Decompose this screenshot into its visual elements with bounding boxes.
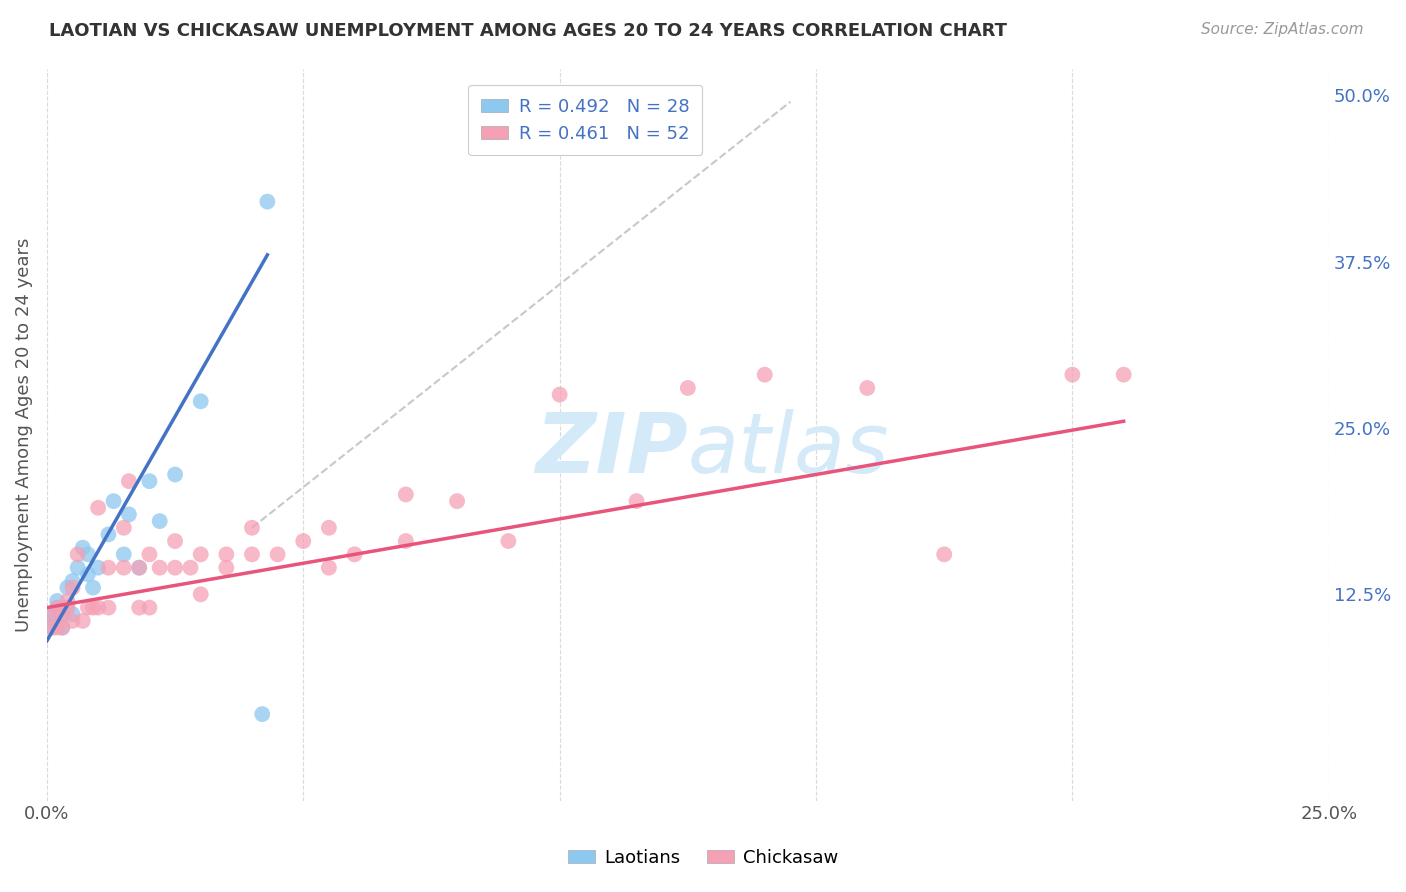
Point	[46, 594, 69, 608]
Point	[1062, 368, 1084, 382]
Legend: Laotians, Chickasaw: Laotians, Chickasaw	[561, 842, 845, 874]
Point	[318, 560, 340, 574]
Point	[41, 621, 63, 635]
Point	[128, 600, 150, 615]
Point	[128, 560, 150, 574]
Point	[72, 541, 94, 555]
Point	[62, 607, 84, 622]
Point	[165, 560, 187, 574]
Point	[856, 381, 879, 395]
Point	[190, 394, 212, 409]
Point	[87, 560, 110, 574]
Text: LAOTIAN VS CHICKASAW UNEMPLOYMENT AMONG AGES 20 TO 24 YEARS CORRELATION CHART: LAOTIAN VS CHICKASAW UNEMPLOYMENT AMONG …	[49, 22, 1007, 40]
Point	[1112, 368, 1135, 382]
Text: atlas: atlas	[688, 409, 890, 490]
Point	[548, 387, 571, 401]
Point	[395, 487, 418, 501]
Point	[215, 560, 238, 574]
Point	[56, 594, 79, 608]
Point	[66, 560, 89, 574]
Legend: R = 0.492   N = 28, R = 0.461   N = 52: R = 0.492 N = 28, R = 0.461 N = 52	[468, 85, 702, 155]
Point	[626, 494, 648, 508]
Point	[149, 560, 172, 574]
Text: Source: ZipAtlas.com: Source: ZipAtlas.com	[1201, 22, 1364, 37]
Point	[82, 581, 104, 595]
Point	[46, 600, 69, 615]
Point	[676, 381, 699, 395]
Point	[118, 474, 141, 488]
Point	[240, 547, 263, 561]
Point	[62, 574, 84, 588]
Point	[51, 621, 73, 635]
Point	[87, 600, 110, 615]
Point	[240, 521, 263, 535]
Point	[266, 547, 288, 561]
Point	[66, 547, 89, 561]
Point	[112, 547, 135, 561]
Point	[51, 607, 73, 622]
Point	[446, 494, 468, 508]
Point	[190, 587, 212, 601]
Point	[51, 607, 73, 622]
Point	[77, 547, 100, 561]
Point	[128, 560, 150, 574]
Point	[77, 600, 100, 615]
Point	[72, 614, 94, 628]
Point	[138, 474, 160, 488]
Point	[41, 607, 63, 622]
Point	[41, 607, 63, 622]
Point	[112, 521, 135, 535]
Point	[56, 600, 79, 615]
Point	[112, 560, 135, 574]
Point	[215, 547, 238, 561]
Point	[41, 614, 63, 628]
Point	[103, 494, 125, 508]
Point	[318, 521, 340, 535]
Point	[56, 581, 79, 595]
Point	[118, 508, 141, 522]
Point	[46, 621, 69, 635]
Point	[51, 621, 73, 635]
Point	[62, 614, 84, 628]
Point	[252, 707, 274, 722]
Text: ZIP: ZIP	[536, 409, 688, 490]
Point	[498, 534, 520, 549]
Point	[97, 560, 120, 574]
Point	[41, 621, 63, 635]
Point	[46, 600, 69, 615]
Y-axis label: Unemployment Among Ages 20 to 24 years: Unemployment Among Ages 20 to 24 years	[15, 237, 32, 632]
Point	[82, 600, 104, 615]
Point	[754, 368, 776, 382]
Point	[87, 500, 110, 515]
Point	[138, 547, 160, 561]
Point	[934, 547, 956, 561]
Point	[138, 600, 160, 615]
Point	[97, 600, 120, 615]
Point	[190, 547, 212, 561]
Point	[256, 194, 278, 209]
Point	[149, 514, 172, 528]
Point	[97, 527, 120, 541]
Point	[179, 560, 201, 574]
Point	[77, 567, 100, 582]
Point	[292, 534, 315, 549]
Point	[343, 547, 366, 561]
Point	[62, 581, 84, 595]
Point	[165, 534, 187, 549]
Point	[395, 534, 418, 549]
Point	[165, 467, 187, 482]
Point	[56, 600, 79, 615]
